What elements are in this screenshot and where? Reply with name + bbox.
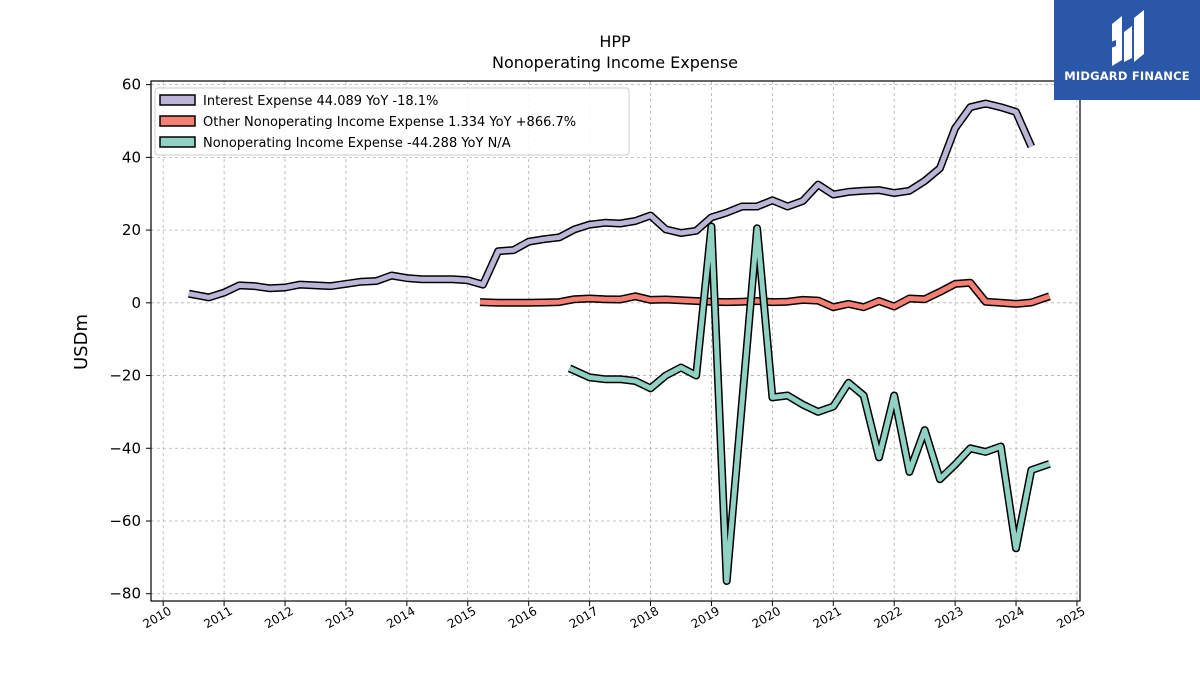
x-axis: 2010 2011 2012 2013 2014 2015 2016 2017 2018 2019…: [140, 601, 1088, 631]
legend-swatch: [159, 94, 196, 106]
y-axis: 60 40 20 0 −20 −40 −60 −80: [109, 76, 151, 603]
midgard-logo-icon: [1106, 10, 1144, 66]
legend-box: [154, 87, 630, 156]
x-tick-label: 2016: [506, 604, 539, 631]
y-tick-label: 20: [122, 221, 141, 239]
legend-entry: Interest Expense 44.089 YoY -18.1%: [203, 94, 438, 109]
x-tick-label: 2015: [445, 604, 478, 631]
x-tick-label: 2021: [811, 604, 844, 631]
series-line: [568, 224, 1051, 584]
x-tick-label: 2017: [567, 604, 600, 631]
y-tick-label: 40: [122, 148, 141, 166]
series-line-outline: [567, 222, 1051, 585]
y-tick-label: −20: [109, 367, 141, 385]
y-tick-label: −40: [109, 439, 141, 457]
x-tick-label: 2023: [932, 604, 965, 631]
x-tick-label: 2011: [201, 604, 234, 631]
y-tick-label: 60: [122, 76, 141, 94]
plot-frame: [150, 80, 1081, 602]
x-tick-label: 2019: [689, 604, 722, 631]
brand-logo: MIDGARD FINANCE: [1054, 0, 1200, 100]
legend-swatch: [159, 115, 196, 127]
x-tick-label: 2025: [1054, 604, 1087, 631]
chart-title: HPP: [599, 32, 631, 51]
series-0: [188, 99, 1035, 302]
y-tick-label: −60: [109, 512, 141, 530]
legend-entry: Other Nonoperating Income Expense 1.334 …: [203, 115, 576, 130]
x-tick-label: 2022: [871, 604, 904, 631]
y-tick-label: 0: [131, 294, 141, 312]
x-tick-label: 2014: [384, 604, 417, 631]
series-line: [188, 101, 1034, 300]
brand-name: MIDGARD FINANCE: [1064, 69, 1190, 83]
chart-subtitle: Nonoperating Income Expense: [492, 53, 738, 72]
x-tick-label: 2010: [140, 604, 173, 631]
series-2: [567, 222, 1051, 585]
y-tick-label: −80: [109, 585, 141, 603]
legend-swatch: [159, 136, 196, 148]
series-group: [188, 99, 1051, 585]
x-tick-label: 2020: [750, 604, 783, 631]
legend: Interest Expense 44.089 YoY -18.1% Other …: [154, 87, 630, 156]
legend-entry: Nonoperating Income Expense -44.288 YoY …: [203, 136, 511, 151]
x-tick-label: 2013: [323, 604, 356, 631]
x-tick-label: 2018: [628, 604, 661, 631]
y-axis-label: USDm: [71, 314, 92, 370]
x-tick-label: 2024: [993, 604, 1026, 631]
x-tick-label: 2012: [262, 604, 295, 631]
